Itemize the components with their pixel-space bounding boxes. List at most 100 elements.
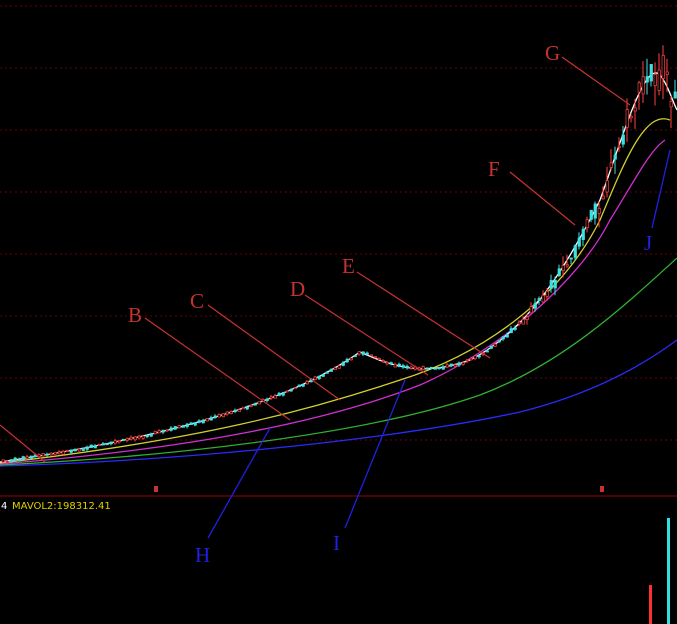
candle-body <box>237 409 241 412</box>
candle-body <box>625 109 629 128</box>
candle-body <box>249 404 253 407</box>
candle-body <box>393 364 397 368</box>
candle-body <box>305 381 309 385</box>
candle-body <box>553 279 557 289</box>
candle-body <box>193 422 197 426</box>
candle-body <box>441 366 445 370</box>
candle-body <box>241 406 245 410</box>
candle-body <box>293 387 297 390</box>
candle-body <box>365 352 369 355</box>
candle-body <box>505 334 509 338</box>
candle-body <box>337 365 341 369</box>
annotation-label: G <box>545 41 560 65</box>
candle-body <box>341 362 345 366</box>
candle-body <box>69 449 73 453</box>
candle-body <box>141 435 145 439</box>
candle-body <box>21 456 25 460</box>
candle-body <box>113 440 117 444</box>
candle-body <box>53 452 57 455</box>
candle-body <box>229 411 233 414</box>
indicator-value: MAVOL2:198312.41 <box>12 501 111 512</box>
candle-body <box>425 367 429 370</box>
candle-body <box>321 374 325 377</box>
candle-body <box>637 82 641 93</box>
candle-body <box>333 367 337 371</box>
candle-body <box>5 460 9 463</box>
candle-body <box>173 426 177 430</box>
candle-body <box>533 303 537 309</box>
candle-body <box>557 268 561 276</box>
candle-body <box>181 425 185 428</box>
indicator-prefix: 4 <box>1 501 7 512</box>
candle-body <box>461 362 465 365</box>
candle-body <box>345 358 349 363</box>
candle-body <box>117 440 121 443</box>
candle-body <box>569 257 573 260</box>
blue-pointers <box>207 149 671 539</box>
candle-body <box>617 145 621 148</box>
candle-body <box>225 411 229 415</box>
candle-body <box>549 280 553 289</box>
candle-body <box>221 413 225 418</box>
candle-body <box>633 107 637 112</box>
candle-body <box>477 355 481 358</box>
candle-body <box>509 328 513 334</box>
candle-body <box>313 376 317 380</box>
candle-body <box>317 375 321 380</box>
candle-body <box>385 361 389 365</box>
candle-body <box>101 443 105 446</box>
candle-body <box>369 354 373 357</box>
candle-body <box>281 391 285 396</box>
candle-body <box>361 351 365 355</box>
candle-body <box>597 208 601 214</box>
candle-body <box>29 455 33 459</box>
candle-body <box>489 345 493 349</box>
candle-body <box>613 154 617 160</box>
candle-body <box>257 401 261 405</box>
candle-body <box>589 209 593 220</box>
candle-body <box>373 356 377 358</box>
candle-body <box>525 316 529 320</box>
candle-body <box>97 444 101 446</box>
volume-bar <box>649 585 652 624</box>
candle-body <box>9 459 13 463</box>
marker <box>154 486 158 492</box>
candle-body <box>437 367 441 370</box>
candle-body <box>457 362 461 366</box>
candle-body <box>77 448 81 452</box>
candle-body <box>629 115 633 119</box>
candle-body <box>469 358 473 361</box>
marker <box>600 486 604 492</box>
candle-body <box>465 359 469 362</box>
candle-body <box>45 453 49 456</box>
candle-body <box>109 441 113 445</box>
candle-body <box>85 446 89 450</box>
candle-body <box>537 298 541 301</box>
candle-body <box>673 91 677 99</box>
candle-body <box>409 366 413 369</box>
candle-body <box>133 436 137 441</box>
candle-body <box>145 435 149 438</box>
candle-body <box>585 219 589 229</box>
annotation-label: D <box>290 277 305 301</box>
candle-body <box>521 319 525 325</box>
annotation-label: C <box>190 289 204 313</box>
candle-body <box>285 390 289 393</box>
candle-body <box>353 355 357 358</box>
candle-body <box>169 427 173 431</box>
candle-body <box>485 350 489 353</box>
candle-body <box>65 450 69 452</box>
candle-body <box>301 384 305 387</box>
candle-body <box>233 409 237 412</box>
candle-body <box>57 451 61 454</box>
candle-body <box>61 451 65 455</box>
candle-body <box>669 101 673 108</box>
candle-body <box>41 453 45 457</box>
candle-body <box>89 444 93 449</box>
candle-body <box>653 74 657 86</box>
candle-body <box>389 362 393 365</box>
candle-body <box>497 340 501 343</box>
candle-body <box>137 435 141 439</box>
candle-body <box>645 76 649 83</box>
